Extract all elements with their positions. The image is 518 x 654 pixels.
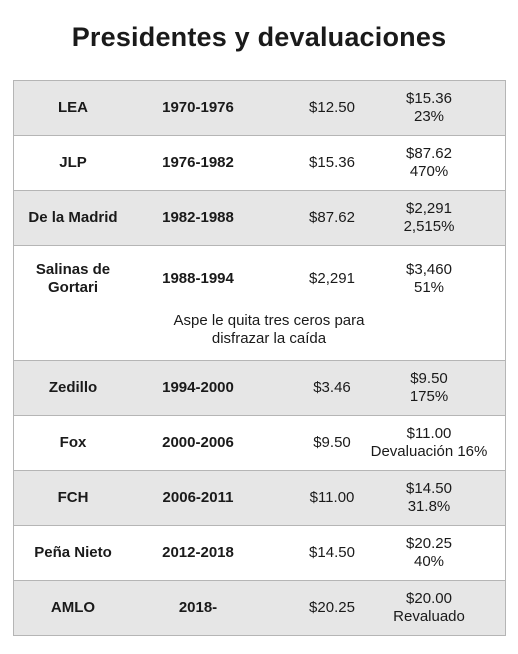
row-note-line: disfrazar la caída [211,330,327,347]
president-name: Fox [59,434,87,451]
end-rate-cell: $15.36 23% [364,81,494,135]
end-rate: $87.62 [406,145,452,162]
start-rate: $87.62 [309,209,355,226]
table-row: FCH 2006-2011 $11.00 $14.50 31.8% [14,471,505,526]
end-rate: $9.50 [410,370,448,387]
start-rate: $15.36 [309,154,355,171]
devaluation-percent: 175% [409,388,449,405]
table-row: Zedillo 1994-2000 $3.46 $9.50 175% [14,361,505,416]
devaluation-percent: 2,515% [403,218,455,235]
term-period: 1976-1982 [162,154,234,171]
term-period: 1988-1994 [162,270,234,287]
president-name-line: Gortari [47,279,98,296]
end-rate: $2,291 [406,200,452,217]
table-row: AMLO 2018- $20.25 $20.00 Revaluado [14,581,505,636]
start-rate: $20.25 [309,599,355,616]
devaluation-percent: 40% [413,553,445,570]
term-period: 1970-1976 [162,99,234,116]
end-rate: $11.00 [406,425,452,442]
table-row: Fox 2000-2006 $9.50 $11.00 Devaluación 1… [14,416,505,471]
devaluation-percent: Revaluado [393,608,465,625]
table-row: De la Madrid 1982-1988 $87.62 $2,291 2,5… [14,191,505,246]
end-rate-cell: $87.62 470% [364,136,494,190]
president-name: Zedillo [48,379,98,396]
end-rate: $14.50 [406,480,452,497]
table-row: LEA 1970-1976 $12.50 $15.36 23% [14,81,505,136]
start-rate: $14.50 [309,544,355,561]
row-note-line: Aspe le quita tres ceros para [173,312,365,329]
president-name: JLP [59,154,87,171]
end-rate: $15.36 [406,90,452,107]
devaluation-percent: Devaluación 16% [370,443,488,460]
president-name: LEA [58,99,88,116]
start-rate: $3.46 [313,379,351,396]
devaluation-percent: 51% [413,279,445,296]
president-name: De la Madrid [28,209,118,226]
start-rate: $9.50 [313,434,351,451]
devaluation-percent: 470% [409,163,449,180]
end-rate-cell: $3,460 51% [364,246,494,312]
table-row: Salinas de Gortari 1988-1994 $2,291 $3,4… [14,246,505,361]
page-title: Presidentes y devaluaciones [71,22,447,52]
end-rate-cell: $14.50 31.8% [364,471,494,525]
start-rate: $11.00 [309,489,355,506]
term-period: 2000-2006 [162,434,234,451]
end-rate-cell: $20.00 Revaluado [364,581,494,635]
end-rate-cell: $20.25 40% [364,526,494,580]
end-rate: $20.25 [406,535,452,552]
end-rate-cell: $9.50 175% [364,361,494,415]
end-rate: $3,460 [406,261,452,278]
devaluation-percent: 23% [413,108,445,125]
start-rate: $12.50 [309,99,355,116]
table-row: Peña Nieto 2012-2018 $14.50 $20.25 40% [14,526,505,581]
end-rate-cell: $2,291 2,515% [364,191,494,245]
president-name: Peña Nieto [34,544,112,561]
term-period: 2018- [178,599,218,616]
president-name: AMLO [50,599,96,616]
term-period: 1994-2000 [162,379,234,396]
president-name: Salinas de Gortari [14,246,132,312]
devaluation-table: LEA 1970-1976 $12.50 $15.36 23% JLP 1976… [13,80,506,636]
end-rate-cell: $11.00 Devaluación 16% [364,416,494,470]
devaluation-percent: 31.8% [407,498,451,515]
table-row: JLP 1976-1982 $15.36 $87.62 470% [14,136,505,191]
term-period: 1982-1988 [162,209,234,226]
row-note: Aspe le quita tres ceros para disfrazar … [134,312,404,348]
term-period: 2006-2011 [162,489,234,506]
president-name: FCH [57,489,89,506]
term-period: 2012-2018 [162,544,234,561]
president-name-line: Salinas de [35,261,111,278]
end-rate: $20.00 [406,590,452,607]
start-rate: $2,291 [309,270,355,287]
